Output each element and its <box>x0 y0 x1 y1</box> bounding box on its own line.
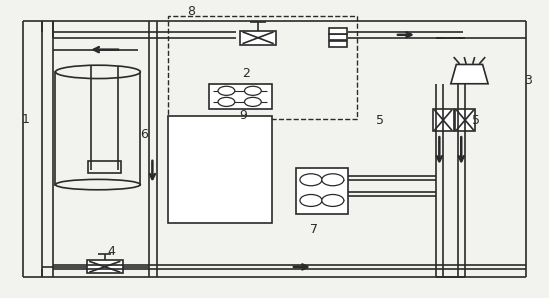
Circle shape <box>244 97 261 106</box>
Bar <box>167 117 272 223</box>
Bar <box>329 28 347 34</box>
Bar <box>240 31 276 45</box>
Circle shape <box>322 195 344 207</box>
Text: 9: 9 <box>239 109 247 122</box>
Circle shape <box>300 174 322 186</box>
Bar <box>329 34 347 40</box>
Bar <box>296 168 349 214</box>
Text: 2: 2 <box>242 67 249 80</box>
Text: 3: 3 <box>524 74 531 87</box>
Circle shape <box>300 195 322 207</box>
Circle shape <box>322 174 344 186</box>
Text: 8: 8 <box>187 4 195 18</box>
Polygon shape <box>451 64 488 84</box>
Bar <box>88 161 121 173</box>
Bar <box>167 15 357 119</box>
Circle shape <box>218 97 235 106</box>
Bar <box>455 109 475 131</box>
Bar <box>329 41 347 47</box>
Bar <box>209 84 272 109</box>
Text: 6: 6 <box>141 128 148 141</box>
Bar <box>55 72 141 184</box>
Bar <box>87 260 122 274</box>
Circle shape <box>244 86 261 95</box>
Text: 7: 7 <box>310 223 318 236</box>
Text: 5: 5 <box>472 114 480 127</box>
Ellipse shape <box>55 179 141 190</box>
Ellipse shape <box>55 65 141 79</box>
Circle shape <box>218 86 235 95</box>
Text: 1: 1 <box>21 113 30 126</box>
Bar <box>433 109 453 131</box>
Text: 5: 5 <box>376 114 384 127</box>
Text: 4: 4 <box>108 245 115 258</box>
